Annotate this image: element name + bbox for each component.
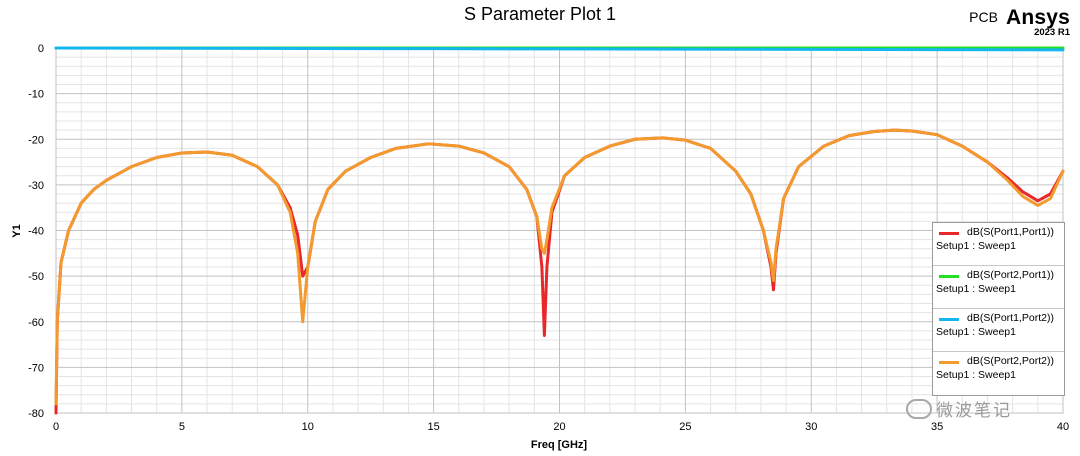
- series-line-db-s-port2-port2[interactable]: [54, 128, 1065, 406]
- x-tick-label: 30: [805, 421, 817, 433]
- x-tick-label: 20: [553, 421, 565, 433]
- y-tick-label: -60: [28, 317, 44, 329]
- brand-block: PCB Ansys 2023 R1: [969, 6, 1070, 38]
- series-line-db-s-port1-port2[interactable]: [54, 46, 1065, 52]
- y-tick-label: 0: [38, 43, 44, 55]
- y-tick-label: -30: [28, 180, 44, 192]
- x-axis-label: Freq [GHz]: [531, 439, 588, 451]
- legend-swatch-s11: [939, 232, 959, 235]
- y-tick-label: -80: [28, 408, 44, 420]
- legend-entry-s21[interactable]: dB(S(Port2,Port1)) Setup1 : Sweep1: [933, 266, 1064, 309]
- legend-swatch-s12: [939, 318, 959, 321]
- legend-entry-s12[interactable]: dB(S(Port1,Port2)) Setup1 : Sweep1: [933, 309, 1064, 352]
- legend-setup-label: Setup1 : Sweep1: [936, 326, 1016, 338]
- legend[interactable]: dB(S(Port1,Port1)) Setup1 : Sweep1 dB(S(…: [932, 222, 1065, 396]
- legend-setup-label: Setup1 : Sweep1: [936, 240, 1016, 252]
- chart-title: S Parameter Plot 1: [463, 4, 617, 24]
- legend-swatch-s21: [939, 275, 959, 278]
- legend-entry-s22[interactable]: dB(S(Port2,Port2)) Setup1 : Sweep1: [933, 352, 1064, 395]
- legend-setup-label: Setup1 : Sweep1: [936, 369, 1016, 381]
- legend-setup-label: Setup1 : Sweep1: [936, 283, 1016, 295]
- wechat-logo-icon: [906, 399, 932, 419]
- watermark: 微波笔记: [906, 396, 1012, 421]
- brand-version: 2023 R1: [1034, 27, 1070, 38]
- x-tick-label: 10: [302, 421, 314, 433]
- series-group: [54, 46, 1065, 415]
- y-tick-label: -20: [28, 134, 44, 146]
- y-axis-label: Y1: [11, 224, 23, 237]
- y-tick-label: -70: [28, 362, 44, 374]
- tick-labels: 0 5 10 15 20 25 30 35 40 0 -10 -20 -30 -40 -50 -60 -70 -8…: [28, 43, 1069, 433]
- x-tick-label: 15: [428, 421, 440, 433]
- brand-company: Ansys: [1005, 6, 1070, 29]
- legend-swatch-s22: [939, 361, 959, 364]
- legend-label: dB(S(Port2,Port1)): [967, 269, 1054, 281]
- legend-entry-s11[interactable]: dB(S(Port1,Port1)) Setup1 : Sweep1: [933, 223, 1064, 266]
- x-tick-label: 0: [53, 421, 59, 433]
- legend-label: dB(S(Port1,Port1)): [967, 226, 1054, 238]
- grid-lines: [55, 47, 1064, 414]
- y-tick-label: -50: [28, 271, 44, 283]
- x-tick-label: 40: [1057, 421, 1069, 433]
- y-tick-label: -40: [28, 226, 44, 238]
- x-tick-label: 5: [179, 421, 185, 433]
- x-tick-label: 25: [679, 421, 691, 433]
- watermark-text: 微波笔记: [936, 401, 1012, 420]
- y-tick-label: -10: [28, 89, 44, 101]
- legend-label: dB(S(Port2,Port2)): [967, 355, 1054, 367]
- x-tick-label: 35: [931, 421, 943, 433]
- legend-label: dB(S(Port1,Port2)): [967, 312, 1054, 324]
- brand-product: PCB: [969, 9, 998, 25]
